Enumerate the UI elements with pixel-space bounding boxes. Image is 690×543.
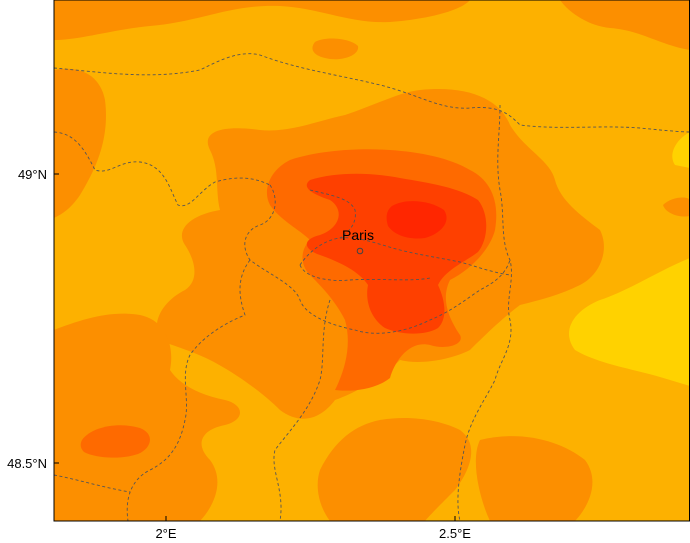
field-level-3-south (317, 418, 472, 521)
field-level-3-north-spot (312, 38, 359, 60)
field-level-3-southwest (54, 313, 240, 521)
city-label: Paris (342, 227, 374, 243)
field-level-3-northeast (560, 0, 690, 50)
border-east (457, 104, 512, 521)
city-marker (356, 247, 364, 255)
field-level-1-northeast (672, 132, 690, 168)
border-north (54, 53, 690, 133)
field-level-6-hotspot (386, 201, 447, 239)
border-south-west (126, 259, 251, 521)
lon-label-2e: 2°E (155, 526, 176, 541)
field-level-3-southeast (475, 436, 593, 521)
border-center-north (309, 189, 356, 239)
border-inner-ring (244, 184, 511, 334)
field-level-3-west (54, 68, 106, 218)
border-south-center (273, 299, 331, 521)
lon-label-2.5e: 2.5°E (439, 526, 471, 541)
lat-label-48.5n: 48.5°N (7, 456, 47, 471)
axis-ticks (54, 173, 456, 521)
border-west (54, 131, 271, 207)
field-level-3-east-spot (663, 197, 690, 217)
border-southwest (54, 474, 131, 493)
field-level-4-southwest-spot (80, 425, 150, 458)
border-paris-ring (299, 237, 511, 281)
department-borders (54, 53, 690, 521)
lat-label-49n: 49°N (18, 167, 47, 182)
concentration-field (54, 0, 690, 521)
field-level-1-east (569, 258, 690, 386)
field-level-3-north (54, 0, 470, 40)
